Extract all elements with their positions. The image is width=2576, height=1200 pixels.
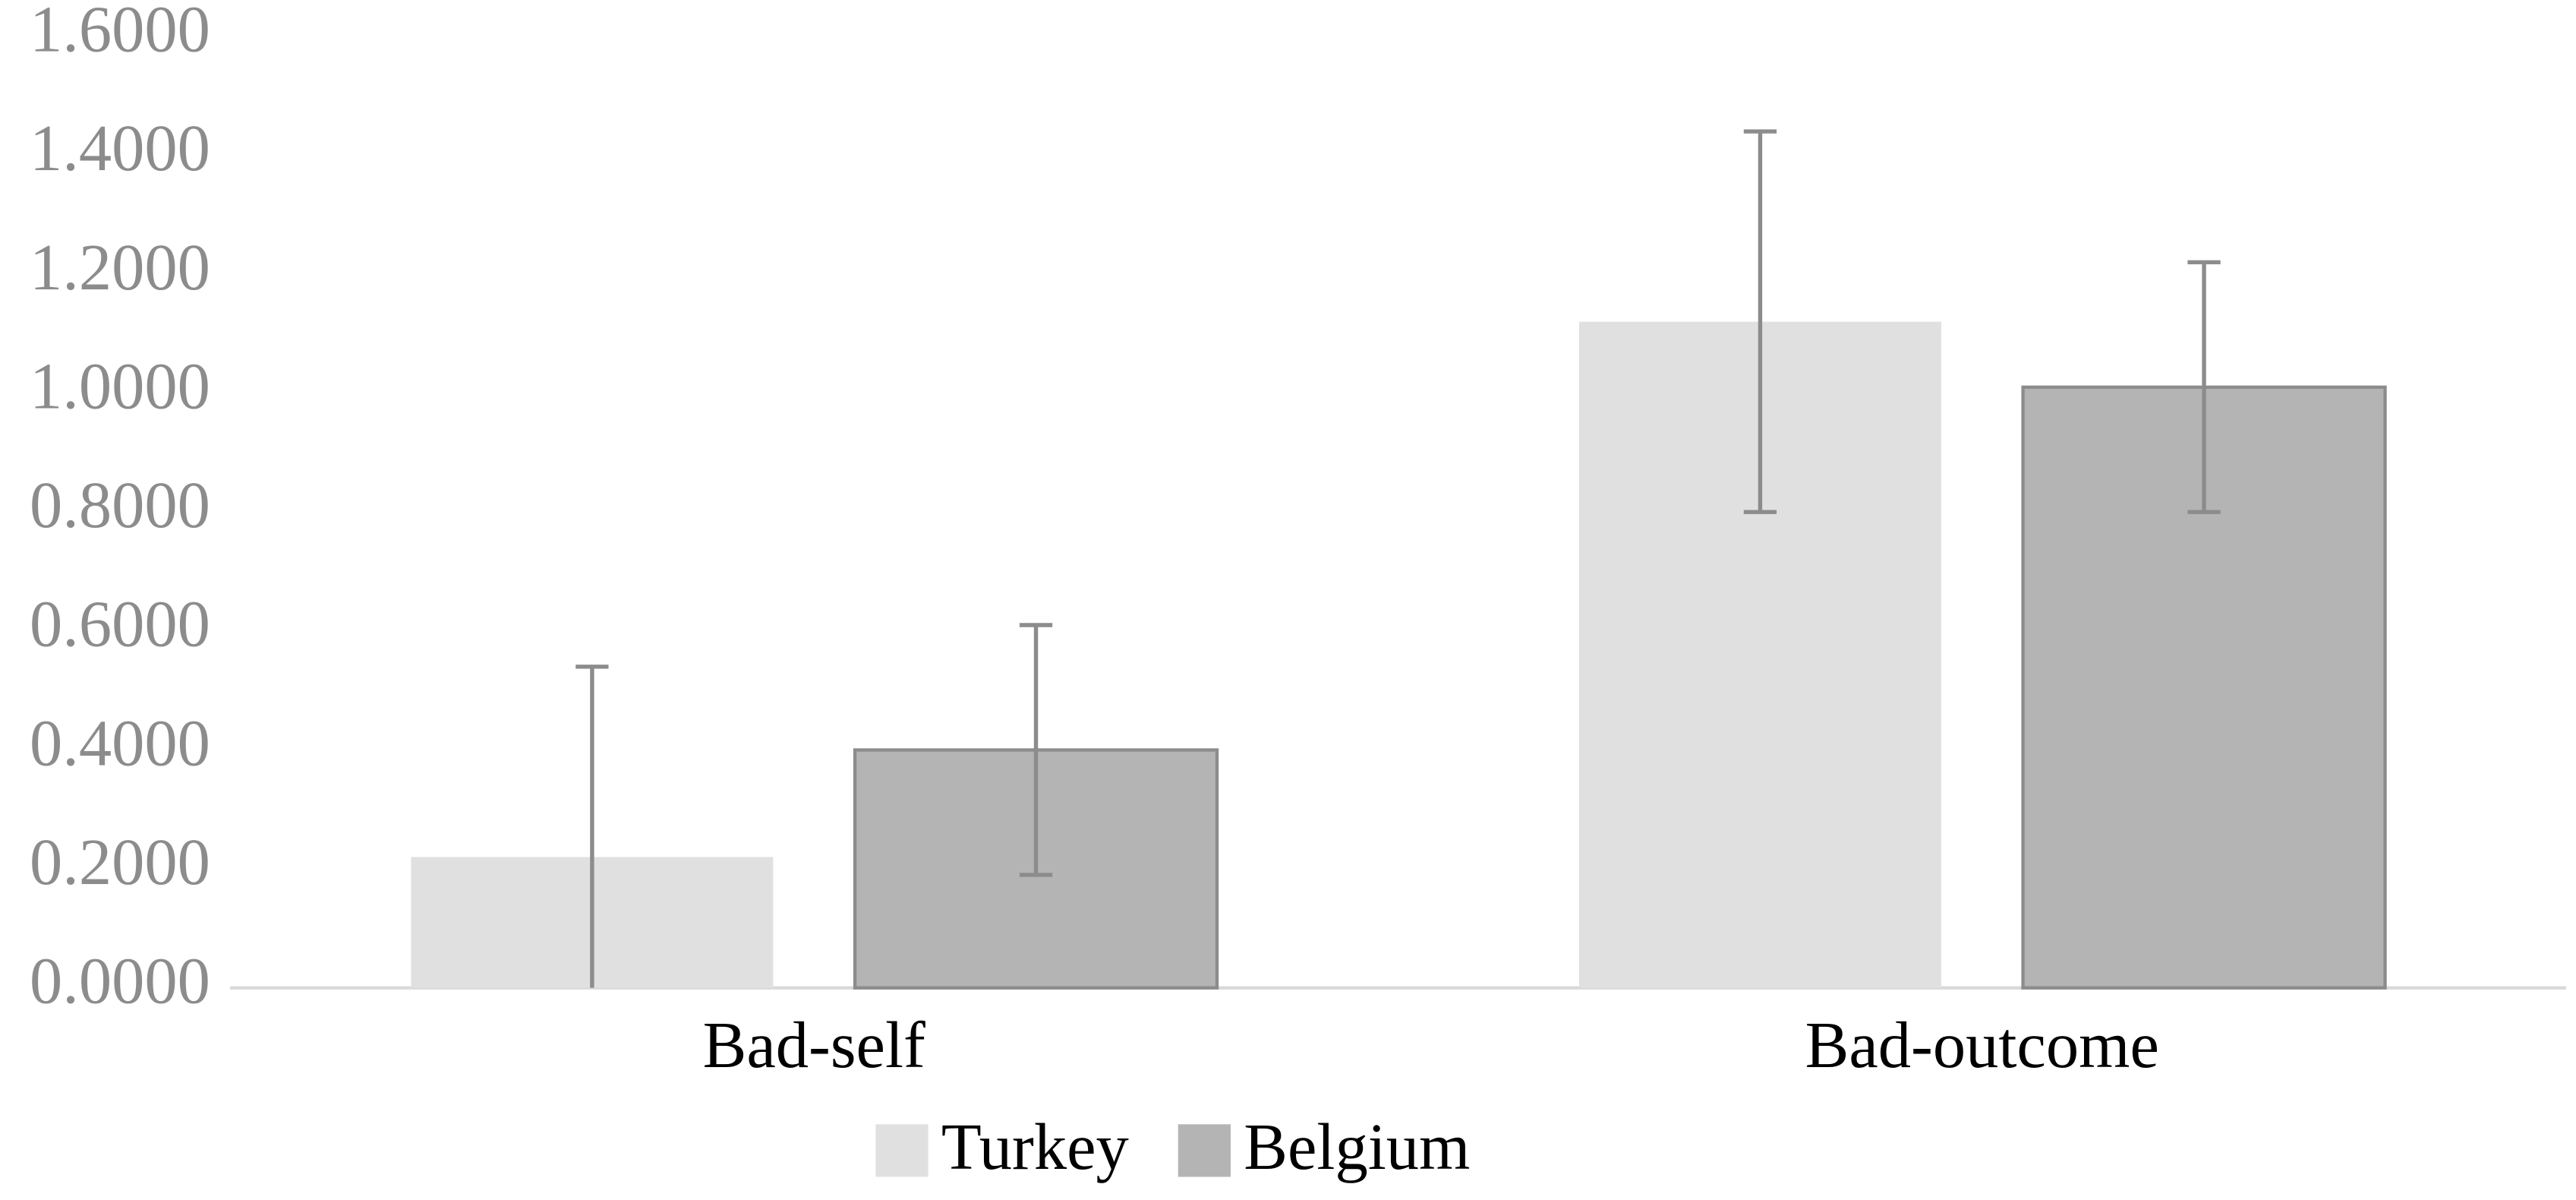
legend-label: Turkey bbox=[941, 1110, 1129, 1183]
y-tick-label: 0.2000 bbox=[30, 826, 210, 898]
y-tick-label: 0.8000 bbox=[30, 469, 210, 542]
legend-swatch bbox=[875, 1124, 929, 1177]
y-tick-label: 0.4000 bbox=[30, 706, 210, 779]
x-tick-label: Bad-outcome bbox=[1805, 1009, 2159, 1082]
legend-label: Belgium bbox=[1244, 1110, 1470, 1183]
error-bar bbox=[575, 665, 609, 988]
y-tick-label: 0.0000 bbox=[30, 945, 210, 1018]
legend-swatch bbox=[1178, 1124, 1231, 1177]
y-tick-label: 1.0000 bbox=[30, 349, 210, 422]
y-tick-label: 0.6000 bbox=[30, 588, 210, 661]
y-tick-label: 1.2000 bbox=[30, 231, 210, 304]
error-bar bbox=[2187, 260, 2221, 514]
x-tick-label: Bad-self bbox=[703, 1009, 925, 1082]
y-tick-label: 1.4000 bbox=[30, 112, 210, 185]
error-bar bbox=[1743, 129, 1777, 514]
error-bar bbox=[1019, 623, 1053, 877]
y-tick-label: 1.6000 bbox=[30, 0, 210, 66]
